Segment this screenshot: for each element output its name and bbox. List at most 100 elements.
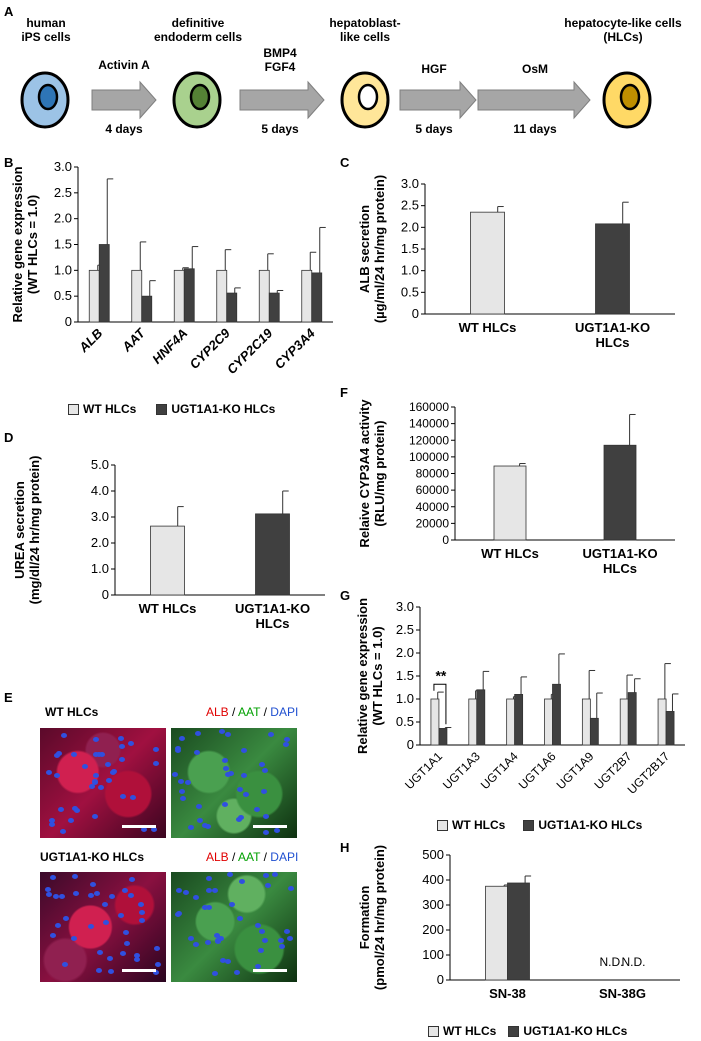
category-label: AAT: [118, 325, 148, 355]
nucleus-dot: [236, 786, 243, 792]
category-label: WT HLCs: [459, 320, 517, 335]
nucleus-dot: [264, 883, 271, 889]
category-label: ALB: [75, 326, 105, 356]
bar: [657, 698, 667, 746]
category-label: SN-38: [489, 986, 526, 1001]
category-label: HNF4A: [149, 326, 190, 367]
category-label: CYP3A4: [272, 325, 319, 372]
nucleus-dot: [71, 935, 78, 941]
category-label: UGT1A6: [516, 749, 559, 792]
hepatoblast-nucleus-icon: [357, 83, 379, 111]
significance-label: **: [435, 667, 446, 683]
nucleus-dot: [261, 937, 268, 943]
bar: [216, 269, 228, 323]
nucleus-dot: [120, 793, 127, 799]
y-tick-label: 1.0: [91, 561, 109, 576]
nucleus-dot: [278, 938, 285, 944]
y-tick-label: 160000: [409, 400, 449, 414]
y-tick-label: 2.5: [54, 185, 72, 200]
nucleus-dot: [60, 733, 67, 739]
nucleus-dot: [273, 828, 280, 834]
nucleus-dot: [172, 771, 179, 777]
nucleus-dot: [287, 886, 294, 891]
y-tick-label: 20000: [416, 516, 450, 530]
nucleus-dot: [152, 761, 159, 767]
y-tick-label: 3.0: [401, 176, 419, 191]
scale-bar: [122, 969, 156, 972]
bar: [438, 728, 448, 746]
bar: [544, 698, 553, 746]
y-tick-label: 60000: [416, 483, 450, 497]
bar: [665, 711, 675, 746]
micrograph-ko-title: UGT1A1-KO HLCs: [40, 850, 145, 864]
legend-ko-label: UGT1A1-KO HLCs: [538, 818, 643, 832]
y-tick-label: 2.0: [91, 535, 109, 550]
nucleus-dot: [45, 887, 52, 893]
scheme-graphics: [20, 71, 652, 129]
nucleus-dot: [179, 736, 186, 741]
nucleus-dot: [195, 803, 202, 809]
nucleus-dot: [229, 902, 236, 908]
nucleus-dot: [95, 968, 102, 974]
nucleus-dot: [179, 796, 186, 802]
nucleus-dot: [52, 893, 59, 899]
nucleus-dot: [202, 823, 209, 829]
nd-label: N.D.: [600, 955, 624, 969]
stain-alb: ALB: [206, 850, 229, 864]
nucleus-dot: [195, 730, 202, 736]
nucleus-dot: [133, 953, 140, 959]
micrograph-wt-aat: [171, 728, 297, 838]
nucleus-dot: [81, 763, 88, 769]
bar: [141, 295, 153, 323]
nucleus-dot: [192, 894, 199, 900]
nucleus-dot: [259, 928, 266, 934]
nucleus-dot: [49, 822, 56, 828]
y-tick-label: 80000: [416, 467, 450, 481]
nucleus-dot: [55, 923, 62, 928]
nucleus-dot: [224, 959, 231, 965]
category-label: SN-38G: [599, 986, 646, 1001]
bar: [430, 698, 440, 746]
panel-letter-c: C: [340, 155, 350, 170]
micrograph-wt-title: WT HLCs: [45, 705, 99, 719]
nucleus-dot: [117, 735, 124, 741]
nucleus-dot: [206, 875, 213, 881]
y-axis-label: Relative gene expression(WT HLCs = 1.0): [355, 598, 385, 754]
legend-wt-swatch: [428, 1025, 439, 1037]
nucleus-dot: [95, 752, 102, 758]
nucleus-dot: [214, 937, 221, 943]
y-tick-label: 0.5: [396, 714, 414, 729]
y-tick-label: 3.0: [91, 509, 109, 524]
nucleus-dot: [236, 816, 243, 822]
bar: [485, 885, 508, 981]
y-tick-label: 2.0: [54, 211, 72, 226]
nucleus-dot: [150, 826, 157, 832]
category-label: UGT1A3: [440, 749, 483, 792]
nd-label: N.D.: [622, 955, 646, 969]
nucleus-dot: [141, 826, 148, 832]
differentiation-scheme: human iPS cells definitive endoderm cell…: [0, 0, 701, 150]
bar: [468, 698, 478, 746]
category-label: UGT1A1: [402, 749, 445, 792]
nucleus-dot: [257, 947, 264, 953]
nucleus-dot: [102, 902, 109, 908]
legend-wt-label: WT HLCs: [83, 402, 137, 416]
y-tick-label: 0: [102, 587, 109, 602]
nucleus-dot: [263, 872, 270, 878]
bar: [507, 882, 530, 981]
nucleus-dot: [212, 888, 219, 894]
arrow-1-icon: [91, 80, 157, 120]
nucleus-dot: [121, 887, 128, 893]
nucleus-dot: [211, 971, 218, 977]
nucleus-dot: [127, 741, 134, 747]
nucleus-dot: [236, 916, 243, 922]
y-tick-label: 0: [407, 737, 414, 752]
nucleus-dot: [119, 756, 126, 762]
panel-letter-h: H: [340, 840, 350, 855]
nucleus-dot: [258, 761, 265, 767]
stage-label-endoderm: definitive endoderm cells: [153, 16, 243, 44]
nucleus-dot: [225, 772, 232, 778]
panel-letter-d: D: [4, 430, 14, 445]
ips-nucleus-icon: [37, 83, 59, 111]
y-tick-label: 1.5: [396, 668, 414, 683]
